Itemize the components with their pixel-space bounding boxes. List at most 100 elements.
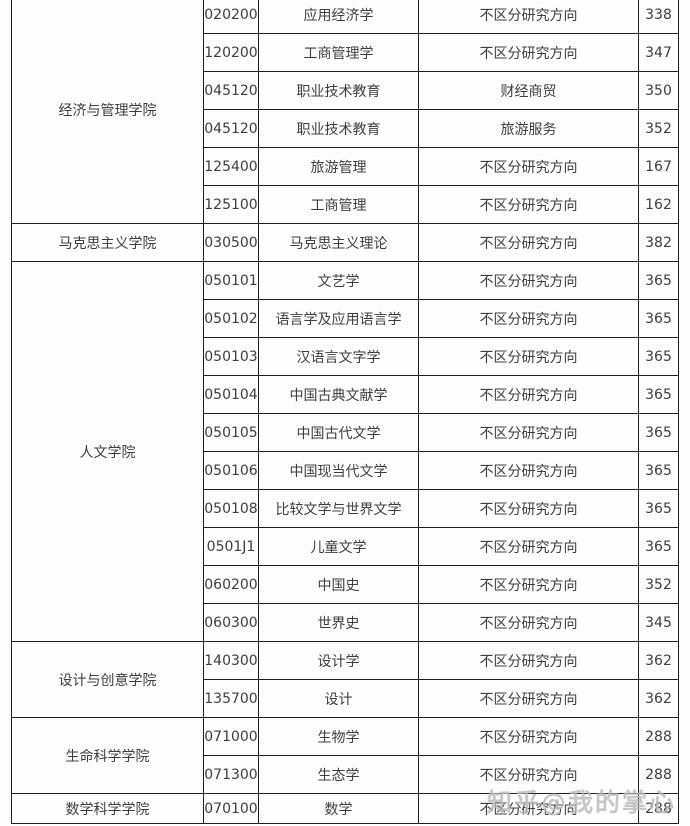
table-row: 050104 中国古典文献学 不区分研究方向 365 bbox=[12, 375, 679, 414]
major-cell: 语言学及应用语言学 bbox=[258, 299, 419, 338]
direction-cell: 不区分研究方向 bbox=[418, 603, 639, 642]
major-cell: 生物学 bbox=[258, 717, 419, 756]
major-cell: 中国古典文献学 bbox=[258, 375, 419, 414]
code-cell: 071300 bbox=[203, 755, 259, 794]
major-cell: 数学 bbox=[258, 793, 419, 824]
college-cell: 经济与管理学院 bbox=[11, 0, 204, 224]
code-cell: 050108 bbox=[203, 489, 259, 528]
college-cell: 人文学院 bbox=[11, 261, 204, 642]
college-cell: 马克思主义学院 bbox=[11, 223, 204, 262]
score-cell: 365 bbox=[638, 451, 679, 490]
major-cell: 比较文学与世界文学 bbox=[258, 489, 419, 528]
score-cell: 347 bbox=[638, 33, 679, 72]
table-row: 050102 语言学及应用语言学 不区分研究方向 365 bbox=[12, 299, 679, 338]
direction-cell: 不区分研究方向 bbox=[418, 717, 639, 756]
score-cell: 365 bbox=[638, 337, 679, 376]
table-row: 125100 工商管理 不区分研究方向 162 bbox=[12, 185, 679, 224]
score-cell: 352 bbox=[638, 565, 679, 604]
code-cell: 140300 bbox=[203, 641, 259, 680]
score-cell: 350 bbox=[638, 71, 679, 110]
code-cell: 020200 bbox=[203, 0, 259, 34]
direction-cell: 不区分研究方向 bbox=[418, 793, 639, 824]
code-cell: 120200 bbox=[203, 33, 259, 72]
table-row: 050103 汉语言文字学 不区分研究方向 365 bbox=[12, 337, 679, 376]
table-row: 060200 中国史 不区分研究方向 352 bbox=[12, 565, 679, 604]
direction-cell: 不区分研究方向 bbox=[418, 527, 639, 566]
major-cell: 文艺学 bbox=[258, 261, 419, 300]
direction-cell: 不区分研究方向 bbox=[418, 299, 639, 338]
table-row: 050106 中国现当代文学 不区分研究方向 365 bbox=[12, 451, 679, 490]
major-cell: 儿童文学 bbox=[258, 527, 419, 566]
direction-cell: 不区分研究方向 bbox=[418, 565, 639, 604]
score-cell: 362 bbox=[638, 641, 679, 680]
table-row: 050108 比较文学与世界文学 不区分研究方向 365 bbox=[12, 489, 679, 528]
score-cell: 365 bbox=[638, 299, 679, 338]
code-cell: 050106 bbox=[203, 451, 259, 490]
code-cell: 030500 bbox=[203, 223, 259, 262]
direction-cell: 旅游服务 bbox=[418, 109, 639, 148]
code-cell: 050105 bbox=[203, 413, 259, 452]
table-row: 设计与创意学院 140300 设计学 不区分研究方向 362 bbox=[11, 641, 679, 718]
table-row: 120200 工商管理学 不区分研究方向 347 bbox=[12, 33, 679, 72]
table-row: 045120 职业技术教育 旅游服务 352 bbox=[12, 109, 679, 148]
code-cell: 060200 bbox=[203, 565, 259, 604]
major-cell: 工商管理学 bbox=[258, 33, 419, 72]
score-cell: 162 bbox=[638, 185, 679, 224]
code-cell: 071000 bbox=[203, 717, 259, 756]
direction-cell: 财经商贸 bbox=[418, 71, 639, 110]
table-row: 135700 设计 不区分研究方向 362 bbox=[12, 679, 679, 718]
major-cell: 职业技术教育 bbox=[258, 71, 419, 110]
code-cell: 050103 bbox=[203, 337, 259, 376]
score-cell: 345 bbox=[638, 603, 679, 642]
direction-cell: 不区分研究方向 bbox=[418, 185, 639, 224]
table-row: 125400 旅游管理 不区分研究方向 167 bbox=[12, 147, 679, 186]
major-cell: 应用经济学 bbox=[258, 0, 419, 34]
college-cell: 生命科学学院 bbox=[11, 717, 204, 794]
score-cell: 288 bbox=[638, 717, 679, 756]
major-cell: 生态学 bbox=[258, 755, 419, 794]
table-row: 生命科学学院 071000 生物学 不区分研究方向 288 bbox=[11, 717, 679, 794]
college-cell: 数学科学学院 bbox=[11, 793, 204, 824]
score-cell: 365 bbox=[638, 375, 679, 414]
direction-cell: 不区分研究方向 bbox=[418, 33, 639, 72]
major-cell: 工商管理 bbox=[258, 185, 419, 224]
score-cell: 288 bbox=[638, 793, 679, 824]
table-row: 0501J1 儿童文学 不区分研究方向 365 bbox=[12, 527, 679, 566]
major-cell: 中国古代文学 bbox=[258, 413, 419, 452]
score-cell: 365 bbox=[638, 489, 679, 528]
direction-cell: 不区分研究方向 bbox=[418, 451, 639, 490]
direction-cell: 不区分研究方向 bbox=[418, 755, 639, 794]
major-cell: 中国史 bbox=[258, 565, 419, 604]
direction-cell: 不区分研究方向 bbox=[418, 261, 639, 300]
major-cell: 职业技术教育 bbox=[258, 109, 419, 148]
score-cell: 352 bbox=[638, 109, 679, 148]
code-cell: 050104 bbox=[203, 375, 259, 414]
direction-cell: 不区分研究方向 bbox=[418, 147, 639, 186]
score-cell: 365 bbox=[638, 527, 679, 566]
direction-cell: 不区分研究方向 bbox=[418, 641, 639, 680]
major-cell: 设计学 bbox=[258, 641, 419, 680]
direction-cell: 不区分研究方向 bbox=[418, 337, 639, 376]
table-row: 数学科学学院 070100 数学 不区分研究方向 288 bbox=[11, 793, 679, 824]
direction-cell: 不区分研究方向 bbox=[418, 375, 639, 414]
major-cell: 马克思主义理论 bbox=[258, 223, 419, 262]
code-cell: 045120 bbox=[203, 71, 259, 110]
table-row: 经济与管理学院 020200 应用经济学 不区分研究方向 338 bbox=[11, 0, 679, 224]
code-cell: 0501J1 bbox=[203, 527, 259, 566]
code-cell: 060300 bbox=[203, 603, 259, 642]
code-cell: 045120 bbox=[203, 109, 259, 148]
score-cell: 167 bbox=[638, 147, 679, 186]
score-cell: 382 bbox=[638, 223, 679, 262]
score-cell: 338 bbox=[638, 0, 679, 34]
major-cell: 世界史 bbox=[258, 603, 419, 642]
code-cell: 070100 bbox=[203, 793, 259, 824]
direction-cell: 不区分研究方向 bbox=[418, 413, 639, 452]
code-cell: 050102 bbox=[203, 299, 259, 338]
score-cell: 365 bbox=[638, 413, 679, 452]
major-cell: 汉语言文字学 bbox=[258, 337, 419, 376]
score-cell: 365 bbox=[638, 261, 679, 300]
score-cell: 362 bbox=[638, 679, 679, 718]
code-cell: 125100 bbox=[203, 185, 259, 224]
major-cell: 旅游管理 bbox=[258, 147, 419, 186]
